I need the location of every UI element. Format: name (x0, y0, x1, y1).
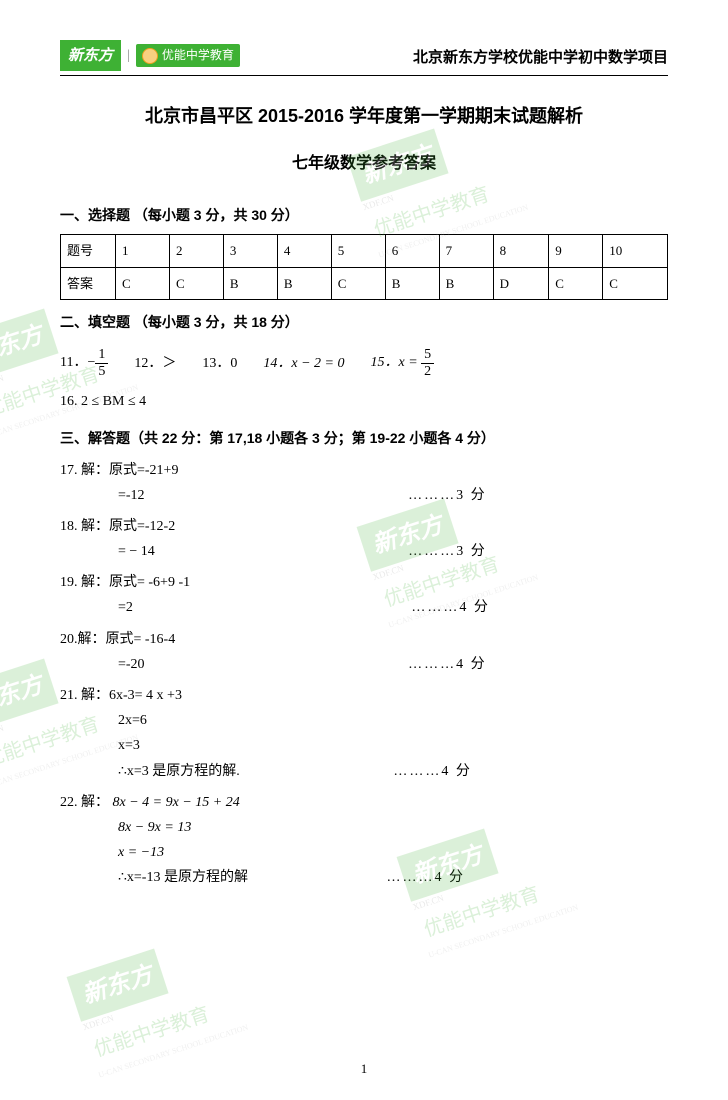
page: 新东方 | 优能中学教育 北京新东方学校优能中学初中数学项目 北京市昌平区 20… (0, 0, 728, 1100)
cell: C (331, 267, 385, 299)
xdf-logo: 新东方 (60, 40, 121, 71)
q22-score: ………4 分 (386, 865, 465, 890)
section-2-head: 二、填空题 （每小题 3 分，共 18 分） (60, 310, 668, 335)
q21-conclusion: ∴x=3 是原方程的解. (118, 764, 240, 779)
title-sub: 七年级数学参考答案 (60, 150, 668, 179)
q12: 12．＞ (134, 351, 176, 376)
cell: C (116, 267, 170, 299)
cell: B (223, 267, 277, 299)
q15-prefix: 15．x = (371, 355, 422, 370)
q22-prefix: 22. 解： (60, 795, 109, 810)
cell: B (385, 267, 439, 299)
cell: 2 (169, 235, 223, 267)
frac-den: 5 (95, 364, 108, 379)
q19-line2: =2 ………4 分 (60, 595, 668, 620)
ucan-circle-icon (142, 48, 158, 64)
q18-result: = − 14 (118, 544, 155, 559)
q22-line3: x = −13 (60, 840, 668, 865)
q19-result: =2 (118, 600, 133, 615)
q11: 11．−15 (60, 347, 108, 379)
table-row: 题号 1 2 3 4 5 6 7 8 9 10 (61, 235, 668, 267)
q21-score: ………4 分 (393, 759, 472, 784)
title-main: 北京市昌平区 2015-2016 学年度第一学期期末试题解析 (60, 100, 668, 132)
q17-result: =-12 (118, 488, 145, 503)
cell: C (549, 267, 603, 299)
q18: 18. 解：原式=-12-2 = − 14 ………3 分 (60, 514, 668, 564)
q22-line4: ∴x=-13 是原方程的解 ………4 分 (60, 865, 668, 890)
q15-frac: 52 (421, 347, 434, 379)
q21: 21. 解：6x-3= 4 x +3 2x=6 x=3 ∴x=3 是原方程的解.… (60, 683, 668, 784)
header: 新东方 | 优能中学教育 北京新东方学校优能中学初中数学项目 (60, 40, 668, 71)
cell: B (439, 267, 493, 299)
q20-line1: 20.解：原式= -16-4 (60, 627, 668, 652)
q21-line1: 21. 解：6x-3= 4 x +3 (60, 683, 668, 708)
q20-line2: =-20 ………4 分 (60, 652, 668, 677)
page-number: 1 (0, 1057, 728, 1080)
q17-line1: 17. 解：原式=-21+9 (60, 458, 668, 483)
q22-line2: 8x − 9x = 13 (60, 815, 668, 840)
q18-line2: = − 14 ………3 分 (60, 539, 668, 564)
cell: 7 (439, 235, 493, 267)
cell: C (169, 267, 223, 299)
table-row: 答案 C C B B C B B D C C (61, 267, 668, 299)
ucan-logo: 优能中学教育 (136, 44, 240, 68)
row1-label: 题号 (61, 235, 116, 267)
q22-line1: 22. 解： 8x − 4 = 9x − 15 + 24 (60, 790, 668, 815)
q18-score: ………3 分 (408, 539, 487, 564)
q16: 16. 2 ≤ BM ≤ 4 (60, 389, 668, 414)
cell: 6 (385, 235, 439, 267)
frac-den: 2 (421, 364, 434, 379)
frac-num: 1 (95, 347, 108, 363)
divider: | (127, 43, 130, 68)
q20-score: ………4 分 (408, 652, 487, 677)
cell: 10 (603, 235, 668, 267)
cell: D (493, 267, 549, 299)
q19-score: ………4 分 (411, 595, 490, 620)
header-right-text: 北京新东方学校优能中学初中数学项目 (413, 44, 668, 71)
q21-line3: x=3 (60, 733, 668, 758)
q11-prefix: 11．− (60, 355, 95, 370)
q11-frac: 15 (95, 347, 108, 379)
q21-line2: 2x=6 (60, 708, 668, 733)
q15: 15．x = 52 (371, 347, 435, 379)
cell: B (277, 267, 331, 299)
cell: 1 (116, 235, 170, 267)
cell: 9 (549, 235, 603, 267)
q17: 17. 解：原式=-21+9 =-12 ………3 分 (60, 458, 668, 508)
q20: 20.解：原式= -16-4 =-20 ………4 分 (60, 627, 668, 677)
cell: 5 (331, 235, 385, 267)
cell: 8 (493, 235, 549, 267)
section-1-head: 一、选择题 （每小题 3 分，共 30 分） (60, 203, 668, 228)
cell: C (603, 267, 668, 299)
row2-label: 答案 (61, 267, 116, 299)
q20-result: =-20 (118, 657, 145, 672)
section-3-head: 三、解答题（共 22 分：第 17,18 小题各 3 分；第 19-22 小题各… (60, 426, 668, 451)
cell: 4 (277, 235, 331, 267)
fill-row-1: 11．−15 12．＞ 13．0 14．x − 2 = 0 15．x = 52 (60, 347, 668, 379)
q17-line2: =-12 ………3 分 (60, 483, 668, 508)
header-rule (60, 75, 668, 76)
ucan-text: 优能中学教育 (162, 45, 234, 67)
q19-line1: 19. 解：原式= -6+9 -1 (60, 570, 668, 595)
logo-area: 新东方 | 优能中学教育 (60, 40, 240, 71)
q22-conclusion: ∴x=-13 是原方程的解 (118, 870, 248, 885)
q22-eq1: 8x − 4 = 9x − 15 + 24 (113, 795, 240, 810)
q19: 19. 解：原式= -6+9 -1 =2 ………4 分 (60, 570, 668, 620)
frac-num: 5 (421, 347, 434, 363)
answer-table: 题号 1 2 3 4 5 6 7 8 9 10 答案 C C B B C B B… (60, 234, 668, 300)
q17-score: ………3 分 (408, 483, 487, 508)
q21-line4: ∴x=3 是原方程的解. ………4 分 (60, 759, 668, 784)
q18-line1: 18. 解：原式=-12-2 (60, 514, 668, 539)
q14: 14．x − 2 = 0 (263, 351, 344, 376)
q13: 13．0 (202, 351, 237, 376)
cell: 3 (223, 235, 277, 267)
q22: 22. 解： 8x − 4 = 9x − 15 + 24 8x − 9x = 1… (60, 790, 668, 891)
